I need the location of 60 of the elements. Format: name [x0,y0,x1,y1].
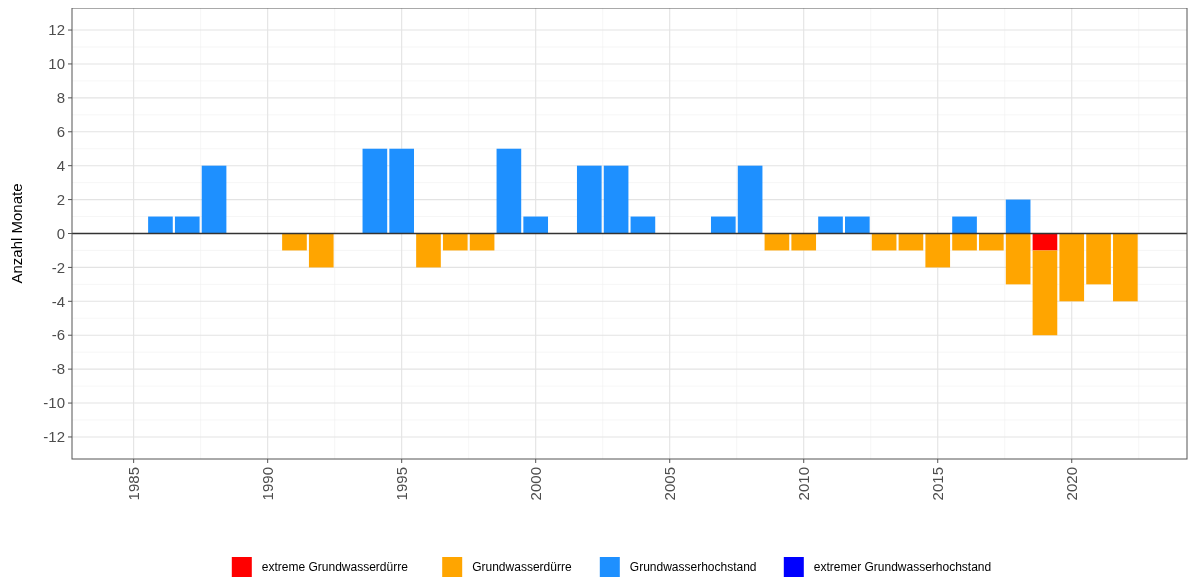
legend-label: extremer Grundwasserhochstand [813,560,992,575]
bar [1086,233,1111,285]
bar [764,233,790,251]
x-tick-label: 1985 [124,467,142,501]
y-tick-label: -2 [51,258,65,276]
bar [174,216,200,234]
bar [630,216,656,234]
bar [952,216,977,234]
bar [1032,233,1058,251]
y-tick-label: 0 [56,224,65,242]
bar [1059,233,1085,302]
bar [952,233,977,251]
bar [362,148,388,234]
bar [791,233,817,251]
bar [603,165,629,234]
bar [1005,199,1031,234]
bar [925,233,951,268]
bar [1113,233,1138,302]
x-tick-label: 2000 [526,467,544,501]
bar [710,216,736,234]
bar [308,233,334,268]
bar [898,233,924,251]
bar [282,233,307,251]
x-tick-label: 2015 [928,467,946,501]
bar [523,216,549,234]
y-tick-label: -4 [51,292,65,310]
y-tick-label: 12 [48,21,65,39]
y-tick-label: -8 [51,360,65,378]
y-tick-label: -12 [43,428,65,446]
bar [818,216,843,234]
bar [845,216,870,234]
bar [979,233,1004,251]
bar [148,216,173,234]
y-axis-title: Anzahl Monate [8,183,25,284]
y-tick-label: 4 [56,156,65,174]
y-tick-label: 8 [56,89,65,107]
bar [737,165,763,234]
y-tick-label: 6 [56,123,65,141]
x-tick-label: 2010 [794,467,812,501]
y-tick-label: -6 [51,326,65,344]
legend-label: Grundwasserhochstand [629,560,757,575]
x-tick-label: 2005 [660,467,678,501]
bar [442,233,468,251]
bar [469,233,495,251]
y-tick-label: 2 [56,190,65,208]
bar [201,165,227,234]
legend-label: extreme Grundwasserdürre [261,560,409,575]
bar [389,148,414,234]
legend-label: Grundwasserdürre [472,560,572,575]
y-tick-label: 10 [48,55,65,73]
x-tick-label: 1995 [392,467,410,501]
bar [576,165,602,234]
bar [416,233,441,268]
bar [871,233,897,251]
x-tick-label: 2020 [1063,467,1080,501]
x-tick-label: 1990 [258,467,276,501]
bar [1005,233,1031,285]
y-tick-label: -10 [43,394,65,412]
bar [496,148,522,234]
bar [1032,250,1058,336]
